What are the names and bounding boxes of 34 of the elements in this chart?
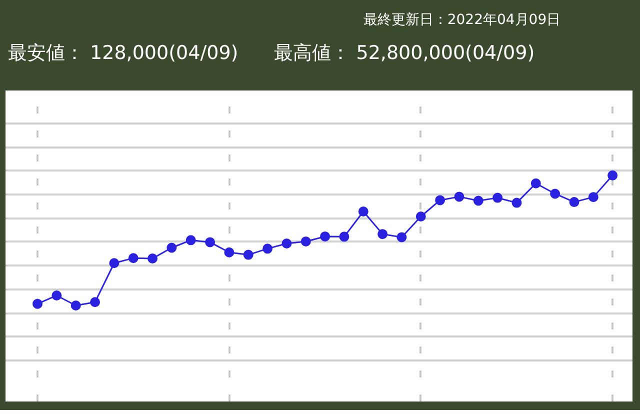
text: 最高値： 52,800,000(04/09) — [274, 42, 535, 64]
point — [205, 237, 216, 248]
point — [70, 300, 81, 310]
point — [109, 258, 120, 268]
point — [320, 231, 330, 242]
point — [492, 192, 503, 203]
point — [224, 247, 234, 258]
point — [300, 236, 311, 246]
point — [128, 253, 138, 264]
point — [550, 188, 560, 199]
point — [416, 212, 426, 222]
chart-title: 最終更新日：2022年04月09日 — [362, 11, 561, 30]
point — [90, 297, 100, 308]
point — [282, 238, 292, 248]
point — [454, 192, 464, 202]
point — [588, 192, 598, 202]
point — [512, 198, 522, 208]
point — [473, 196, 484, 206]
point — [166, 242, 177, 253]
point — [358, 206, 368, 216]
point — [378, 229, 388, 240]
point — [608, 170, 618, 180]
point — [530, 178, 541, 188]
point — [32, 298, 43, 309]
point — [339, 232, 350, 242]
point — [435, 195, 446, 206]
point — [186, 235, 196, 246]
point — [396, 232, 407, 242]
text: 最安値： 128,000(04/09) — [8, 42, 238, 64]
point — [262, 244, 273, 254]
point — [569, 197, 580, 208]
point — [148, 253, 158, 264]
point — [52, 290, 62, 300]
point — [243, 250, 254, 260]
